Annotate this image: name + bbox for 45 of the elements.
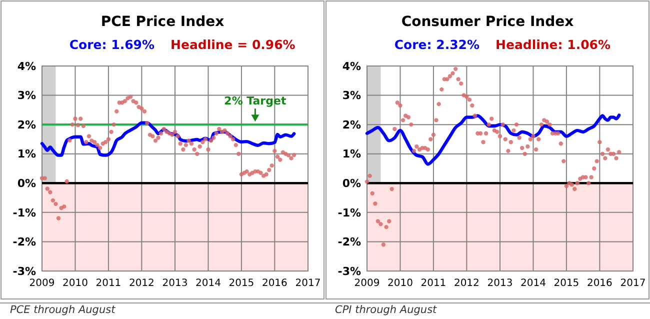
x-tick-label: 2013: [162, 278, 188, 289]
x-tick-label: 2015: [554, 278, 580, 289]
text: PCE through August: [10, 304, 116, 316]
text: Headline: 1.06%: [496, 37, 611, 52]
x-tick-label: 2010: [388, 278, 413, 289]
x-tick-label: 2010: [62, 278, 88, 289]
y-tick-label: 1%: [17, 148, 36, 161]
y-tick-label: 2%: [342, 118, 361, 132]
text: Core: 2.32%: [394, 37, 480, 52]
x-tick-label: 2012: [454, 278, 480, 289]
x-tick-label: 2014: [196, 278, 221, 289]
y-tick-label: 4%: [17, 60, 36, 73]
x-tick-label: 2017: [620, 278, 646, 289]
y-tick-label: -3%: [338, 264, 361, 278]
y-tick-label: -2%: [12, 236, 36, 249]
y-tick-label: 0%: [17, 176, 36, 190]
ref-line-label: 2% Target: [224, 94, 286, 108]
line-series: [40, 121, 296, 157]
y-tick-label: 1%: [342, 148, 361, 161]
x-tick-label: 2009: [29, 278, 55, 289]
x-tick-label: 2009: [354, 278, 380, 289]
y-tick-label: 2%: [17, 118, 36, 132]
x-tick-label: 2016: [586, 278, 612, 289]
y-tick-label: 0%: [342, 176, 361, 190]
y-tick-label: -1%: [12, 206, 36, 220]
text: Core: 1.69%: [69, 37, 155, 52]
text: CPI through August: [335, 304, 438, 316]
x-tick-label: 2011: [420, 278, 446, 289]
y-tick-label: -3%: [12, 264, 36, 278]
chart-title: Consumer Price Index: [401, 14, 574, 30]
y-tick-label: -1%: [338, 206, 361, 220]
x-tick-label: 2013: [487, 278, 513, 289]
line-series: [365, 114, 621, 166]
x-tick-label: 2016: [262, 278, 288, 289]
y-tick-label: 3%: [342, 89, 361, 102]
x-tick-label: 2012: [128, 278, 154, 289]
x-tick-label: 2014: [520, 278, 546, 289]
x-tick-label: 2017: [295, 278, 321, 289]
y-tick-label: 4%: [342, 60, 361, 73]
y-tick-label: 3%: [17, 89, 36, 102]
x-tick-label: 2015: [228, 278, 254, 289]
y-tick-label: -2%: [338, 236, 361, 249]
text: Headline = 0.96%: [170, 37, 296, 52]
chart-title: PCE Price Index: [100, 14, 224, 30]
x-tick-label: 2011: [96, 278, 122, 289]
